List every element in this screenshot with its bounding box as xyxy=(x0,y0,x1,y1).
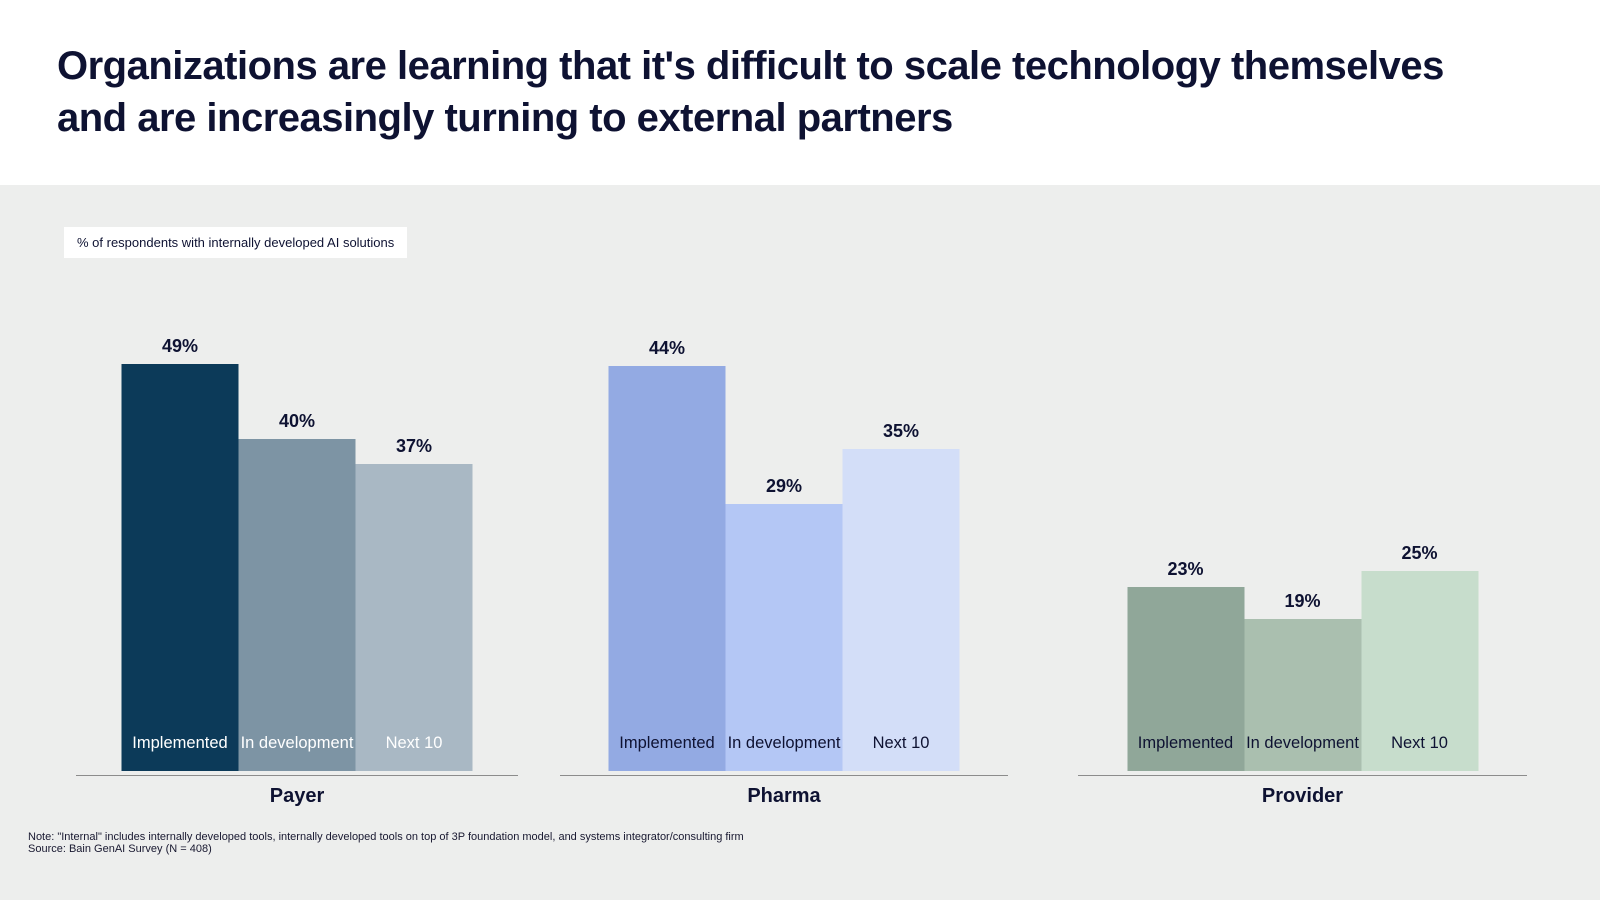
group-label-pharma: Pharma xyxy=(747,785,821,807)
axis-line-provider xyxy=(1078,775,1527,776)
bar-provider-next-10: 25% Next 10 xyxy=(1361,543,1478,771)
bar-value-label: 49% xyxy=(161,336,199,356)
source-text: Source: Bain GenAI Survey (N = 408) xyxy=(28,843,212,855)
chart-panel: % of respondents with internally develop… xyxy=(0,185,1600,900)
bar-category-label: Implemented xyxy=(1137,734,1234,752)
bars-row-provider: 23% Implemented 19% In development 25% Next 1… xyxy=(1127,543,1478,771)
bar-value-label: 44% xyxy=(648,338,686,358)
bar-category-label: In development xyxy=(727,734,841,752)
bar-group-payer: 49% Implemented 40% In development 37% Next 1… xyxy=(76,185,518,900)
group-label-provider: Provider xyxy=(1261,785,1344,807)
axis-line-payer xyxy=(76,775,518,776)
bar-value-label: 25% xyxy=(1401,543,1438,563)
bar-value-label: 23% xyxy=(1167,559,1204,579)
bars-row-payer: 49% Implemented 40% In development 37% Next 1… xyxy=(121,336,473,771)
note-text: Note: "Internal" includes internally dev… xyxy=(28,831,744,843)
bar-payer-in-development: 40% In development xyxy=(238,411,356,771)
bar-pharma-in-development: 29% In development xyxy=(725,476,843,771)
bar-category-label: Next 10 xyxy=(1391,734,1448,752)
bar-provider-implemented: 23% Implemented xyxy=(1127,559,1244,771)
bar-provider-in-development: 19% In development xyxy=(1244,591,1361,771)
bar-pharma-next-10: 35% Next 10 xyxy=(842,421,960,771)
bar-value-label: 19% xyxy=(1284,591,1321,611)
bar-value-label: 35% xyxy=(882,421,920,441)
axis-line-pharma xyxy=(560,775,1008,776)
bar-group-pharma: 44% Implemented 29% In development 35% Next 1… xyxy=(560,185,1008,900)
bars-row-pharma: 44% Implemented 29% In development 35% Next 1… xyxy=(608,338,960,771)
bar-value-label: 37% xyxy=(395,436,433,456)
bar-payer-implemented: 49% Implemented xyxy=(121,336,239,771)
bar-category-label: In development xyxy=(1246,734,1359,752)
bar-value-label: 29% xyxy=(765,476,803,496)
bar-value-label: 40% xyxy=(278,411,316,431)
bar-payer-next-10: 37% Next 10 xyxy=(355,436,473,771)
bar-category-label: In development xyxy=(240,734,354,752)
bar-category-label: Implemented xyxy=(132,734,228,752)
bar-pharma-implemented: 44% Implemented xyxy=(608,338,726,771)
bar-group-provider: 23% Implemented 19% In development 25% Next 1… xyxy=(1078,185,1527,900)
unit-label: % of respondents with internally develop… xyxy=(77,235,395,250)
bar-category-label: Implemented xyxy=(619,734,715,752)
unit-label-box: % of respondents with internally develop… xyxy=(64,227,408,258)
page-title: Organizations are learning that it's dif… xyxy=(57,44,1444,140)
bar-category-label: Next 10 xyxy=(385,734,443,752)
group-label-payer: Payer xyxy=(269,785,325,807)
bar-category-label: Next 10 xyxy=(872,734,930,752)
